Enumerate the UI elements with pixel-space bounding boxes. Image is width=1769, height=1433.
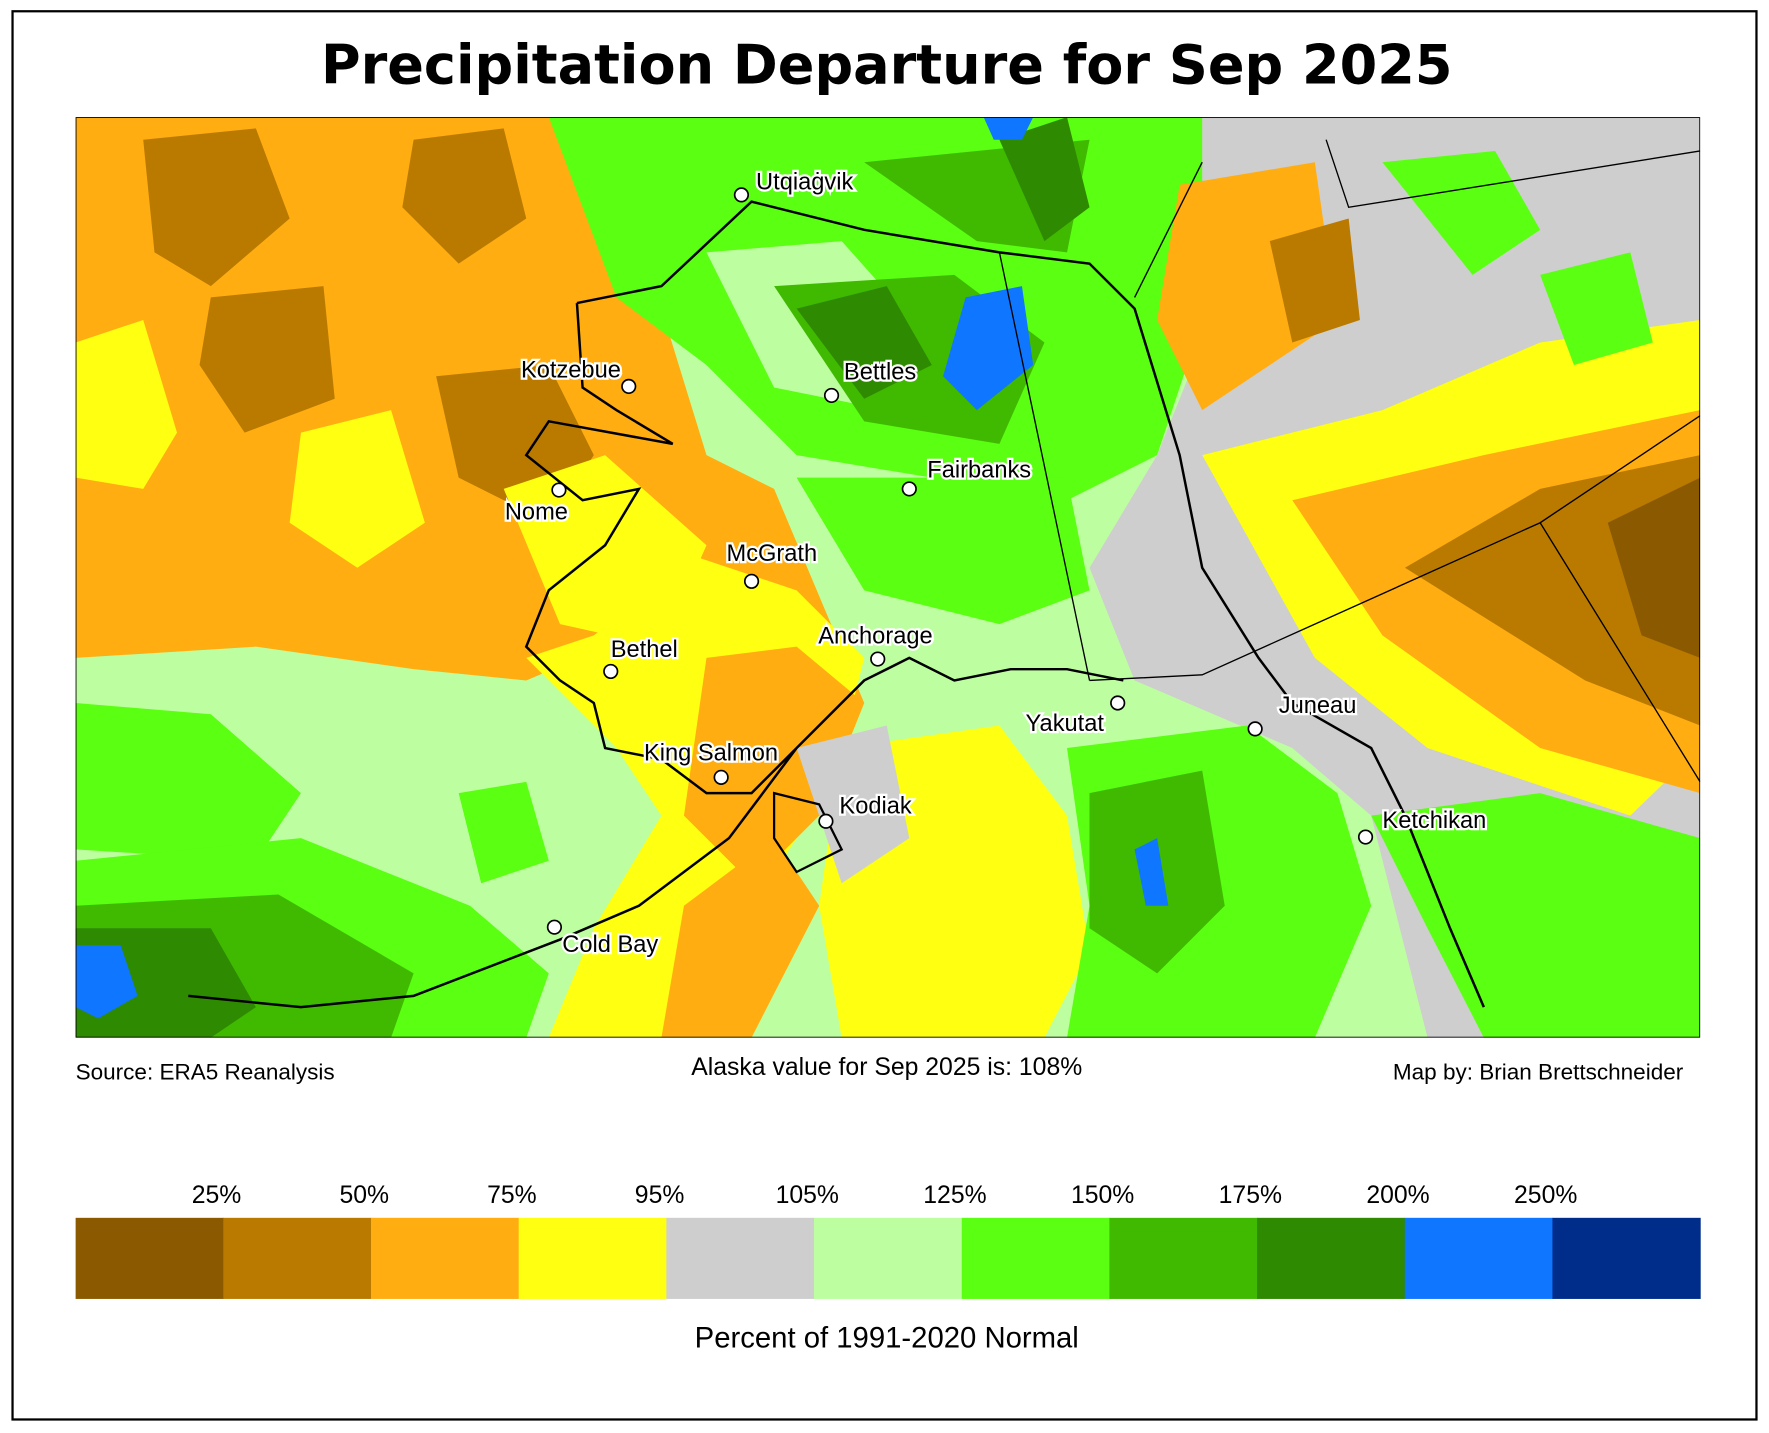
legend-tick-label: 125% — [923, 1182, 986, 1209]
city-utqiagvik: Utqiaġvik — [733, 167, 856, 203]
region-above-200-north — [943, 286, 1034, 411]
legend-tick-label: 25% — [192, 1182, 242, 1209]
map-panel: Utqiaġvik Kotzebue Bettles Fairbanks Nom… — [75, 117, 1701, 1038]
legend-tick-label: 200% — [1366, 1182, 1429, 1209]
city-anchorage: Anchorage — [816, 621, 935, 667]
map-title: Precipitation Departure for Sep 2025 — [321, 33, 1453, 96]
legend-swatch — [75, 1217, 224, 1299]
color-legend: 25% 50% 75% 95% 105% 125% 150% 175% 200% 250% — [75, 1182, 1701, 1299]
region-above-200-southwest — [75, 945, 138, 1019]
legend-swatch — [1109, 1217, 1258, 1299]
svg-text:Anchorage: Anchorage — [818, 623, 932, 649]
svg-text:Bettles: Bettles — [844, 360, 916, 386]
legend-swatch — [1552, 1217, 1701, 1299]
svg-text:Kodiak: Kodiak — [839, 793, 911, 819]
legend-swatch — [518, 1217, 667, 1299]
legend-label: Percent of 1991-2020 Normal — [695, 1321, 1079, 1354]
svg-text:Cold Bay: Cold Bay — [562, 932, 658, 958]
city-fairbanks: Fairbanks — [901, 455, 1033, 497]
borders — [998, 139, 1701, 783]
svg-text:Bethel: Bethel — [611, 637, 678, 663]
svg-text:Fairbanks: Fairbanks — [927, 458, 1031, 484]
city-mcgrath: McGrath — [724, 539, 819, 589]
map-credit: Map by: Brian Brettschneider — [1393, 1059, 1684, 1084]
city-bethel: Bethel — [603, 635, 680, 680]
city-juneau: Juneau — [1247, 691, 1359, 737]
legend-swatch — [814, 1217, 963, 1299]
city-bettles: Bettles — [823, 357, 918, 404]
legend-tick-label: 50% — [339, 1182, 389, 1209]
alaska-summary: Alaska value for Sep 2025 is: 108% — [691, 1054, 1082, 1081]
city-kotzebue: Kotzebue — [519, 355, 637, 395]
coastline — [188, 200, 1485, 1009]
legend-swatch — [1404, 1217, 1554, 1299]
legend-tick-label: 150% — [1071, 1182, 1134, 1209]
svg-text:Kotzebue: Kotzebue — [521, 357, 621, 383]
source-note: Source: ERA5 Reanalysis — [76, 1059, 335, 1084]
city-yakutat: Yakutat — [1023, 695, 1126, 739]
svg-text:King Salmon: King Salmon — [644, 740, 778, 766]
city-kodiak: Kodiak — [818, 791, 914, 829]
svg-text:Yakutat: Yakutat — [1026, 711, 1105, 737]
city-cold-bay: Cold Bay — [546, 919, 661, 960]
legend-tick-label: 105% — [776, 1182, 839, 1209]
svg-text:Ketchikan: Ketchikan — [1382, 808, 1486, 834]
svg-text:McGrath: McGrath — [727, 541, 818, 567]
legend-tick-label: 250% — [1514, 1182, 1577, 1209]
legend-swatch — [370, 1217, 520, 1299]
legend-swatch — [1257, 1217, 1406, 1299]
legend-swatch — [666, 1217, 815, 1299]
legend-swatch — [961, 1217, 1110, 1299]
legend-tick-label: 95% — [635, 1182, 685, 1209]
city-ketchikan: Ketchikan — [1357, 806, 1489, 845]
legend-tick-label: 75% — [487, 1182, 537, 1209]
legend-tick-label: 175% — [1219, 1182, 1282, 1209]
city-king-salmon: King Salmon — [642, 738, 780, 785]
city-nome: Nome — [503, 482, 570, 528]
legend-swatch — [223, 1217, 372, 1299]
svg-text:Utqiaġvik: Utqiaġvik — [756, 169, 853, 195]
svg-text:Nome: Nome — [505, 499, 568, 525]
svg-text:Juneau: Juneau — [1279, 693, 1357, 719]
